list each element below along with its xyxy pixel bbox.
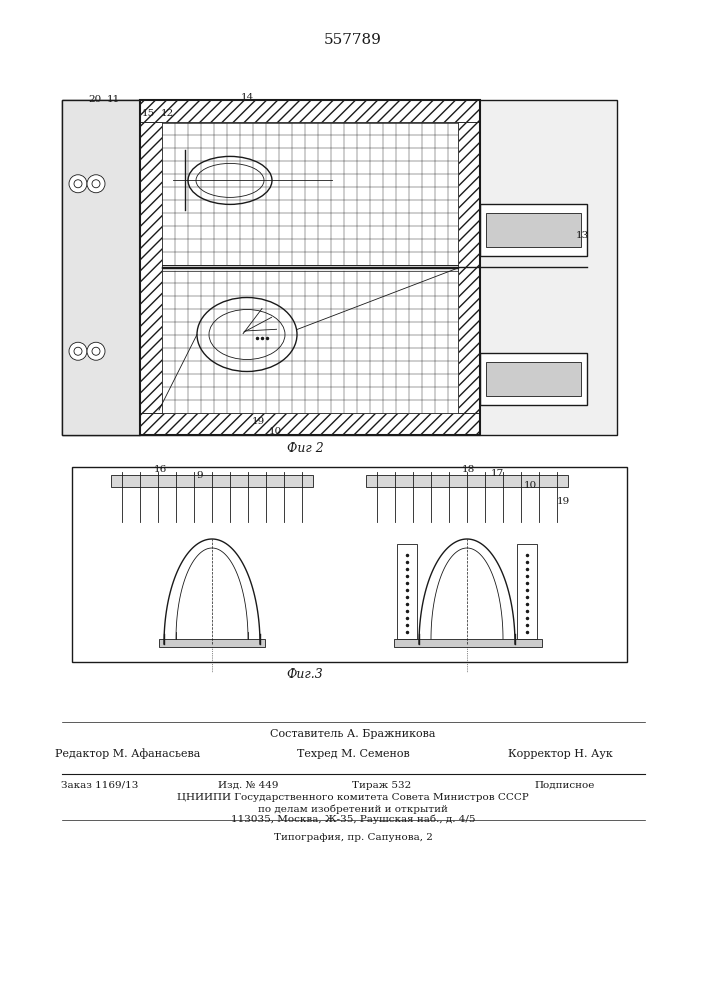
Bar [62, 100, 140, 435]
Text: Заказ 1169/13: Заказ 1169/13 [62, 780, 139, 790]
Text: Техред М. Семенов: Техред М. Семенов [297, 749, 409, 759]
Circle shape [69, 175, 87, 193]
Text: Составитель А. Бражникова: Составитель А. Бражникова [270, 729, 436, 739]
Text: Типография, пр. Сапунова, 2: Типография, пр. Сапунова, 2 [274, 832, 433, 842]
Bar [458, 122, 480, 413]
Bar [480, 204, 587, 256]
Text: 19: 19 [252, 418, 264, 426]
Text: Корректор Н. Аук: Корректор Н. Аук [508, 749, 612, 759]
Bar [72, 467, 627, 662]
Text: 19: 19 [556, 497, 570, 506]
Bar [159, 639, 265, 647]
Text: Подписное: Подписное [534, 780, 595, 790]
Circle shape [87, 342, 105, 360]
Text: по делам изобретений и открытий: по делам изобретений и открытий [258, 804, 448, 814]
Text: 13: 13 [575, 231, 589, 239]
Bar [394, 639, 542, 647]
Text: Редактор М. Афанасьева: Редактор М. Афанасьева [55, 749, 201, 759]
Circle shape [87, 175, 105, 193]
Text: Тираж 532: Тираж 532 [352, 780, 411, 790]
Bar [480, 353, 587, 405]
Ellipse shape [188, 156, 272, 204]
Text: 12: 12 [160, 108, 174, 117]
Text: 14: 14 [240, 94, 254, 103]
Bar [140, 100, 480, 122]
Text: Изд. № 449: Изд. № 449 [218, 780, 279, 790]
Bar [62, 100, 617, 435]
Text: Фиг.3: Фиг.3 [286, 668, 323, 682]
Bar [486, 213, 581, 247]
Text: 11: 11 [106, 96, 119, 104]
Text: 10: 10 [523, 481, 537, 489]
Text: 20: 20 [88, 96, 102, 104]
Text: 17: 17 [491, 468, 503, 478]
Text: 9: 9 [197, 472, 204, 481]
Bar [486, 362, 581, 396]
Text: ЦНИИПИ Государственного комитета Совета Министров СССР: ЦНИИПИ Государственного комитета Совета … [177, 792, 529, 802]
Bar [162, 271, 458, 413]
Bar [111, 475, 313, 487]
Bar [397, 544, 417, 639]
Bar [140, 100, 480, 435]
Bar [140, 413, 480, 435]
Text: 113035, Москва, Ж-35, Раушская наб., д. 4/5: 113035, Москва, Ж-35, Раушская наб., д. … [230, 814, 475, 824]
Bar [140, 122, 162, 413]
Bar [162, 123, 458, 265]
Bar [517, 544, 537, 639]
Text: Фиг 2: Фиг 2 [286, 442, 323, 454]
Text: 557789: 557789 [324, 33, 382, 47]
Text: 10: 10 [269, 428, 281, 436]
Ellipse shape [197, 298, 297, 371]
Text: 18: 18 [462, 466, 474, 475]
Text: 16: 16 [153, 466, 167, 475]
Bar [366, 475, 568, 487]
Text: 15: 15 [141, 108, 155, 117]
Circle shape [69, 342, 87, 360]
